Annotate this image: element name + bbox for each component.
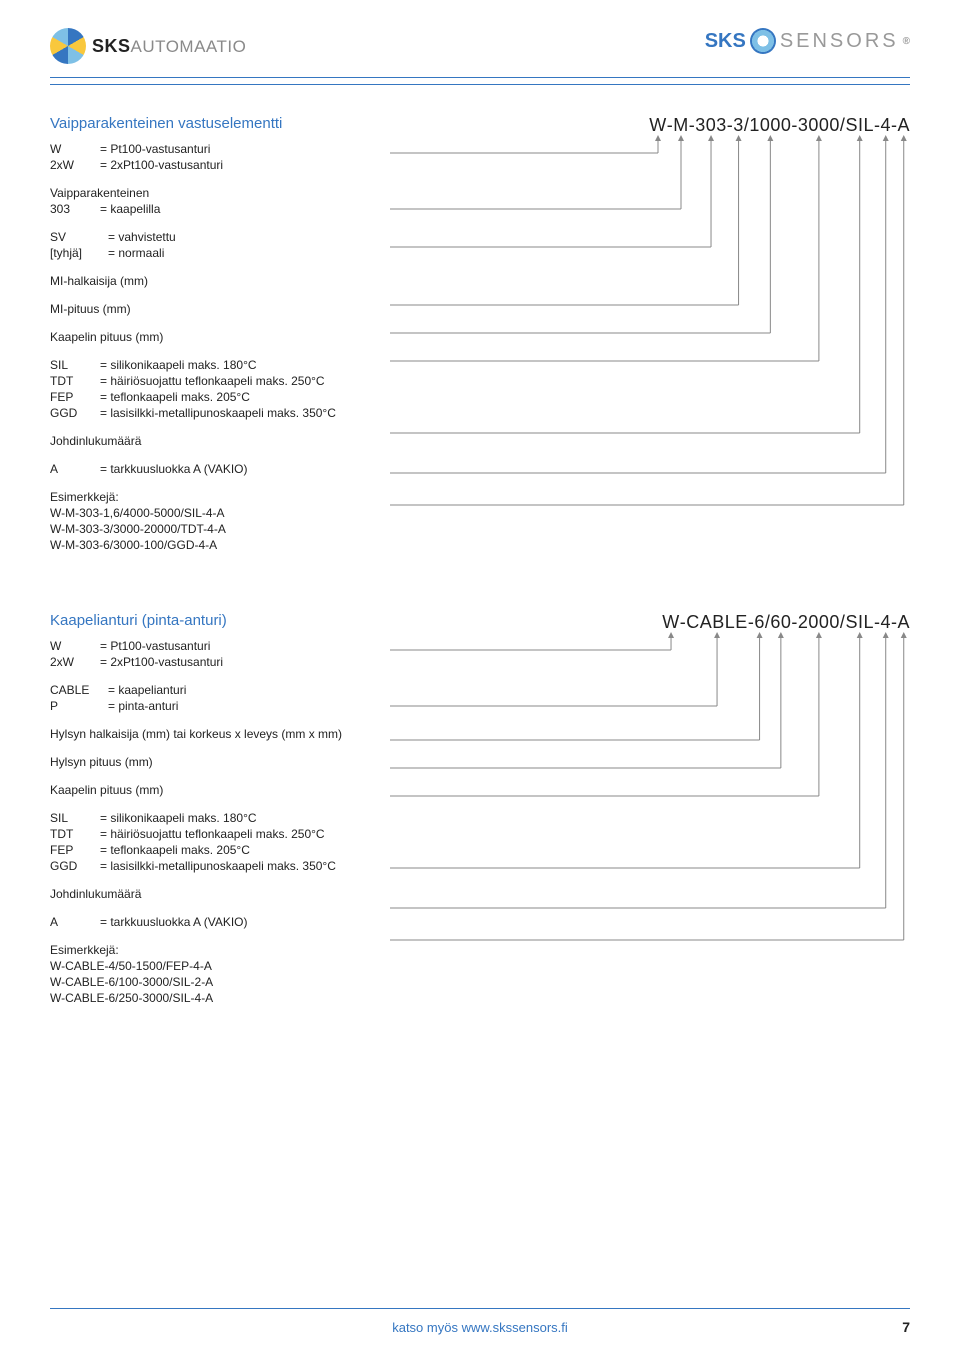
text: Kaapelin pituus (mm): [50, 783, 910, 797]
logo-right-thin: SENSORS: [780, 30, 899, 53]
value: = vahvistettu: [108, 230, 176, 244]
key-value-row: A = tarkkuusluokka A (VAKIO): [50, 915, 910, 929]
key: [tyhjä]: [50, 246, 90, 260]
key: GGD: [50, 406, 82, 420]
value: = Pt100-vastusanturi: [100, 639, 210, 653]
example-item: W-CABLE-4/50-1500/FEP-4-A: [50, 959, 910, 973]
footer-text: katso myös www.skssensors.fi: [0, 1320, 960, 1335]
value: = lasisilkki-metallipunoskaapeli maks. 3…: [100, 859, 336, 873]
logo-left-bold: SKS: [92, 36, 131, 57]
text: Hylsyn halkaisija (mm) tai korkeus x lev…: [50, 727, 910, 741]
text: MI-pituus (mm): [50, 302, 910, 316]
value: = lasisilkki-metallipunoskaapeli maks. 3…: [100, 406, 336, 420]
page-header: SKSAUTOMAATIO SKS SENSORS ®: [50, 28, 910, 78]
value: = häiriösuojattu teflonkaapeli maks. 250…: [100, 374, 325, 388]
key: TDT: [50, 827, 82, 841]
key: 2xW: [50, 158, 82, 172]
value: = normaali: [108, 246, 164, 260]
key-value-row: GGD = lasisilkki-metallipunoskaapeli maks…: [50, 406, 910, 420]
text: Johdinlukumäärä: [50, 887, 910, 901]
value: = 2xPt100-vastusanturi: [100, 158, 223, 172]
swirl-icon: [750, 28, 776, 54]
text: Johdinlukumäärä: [50, 434, 910, 448]
value: = kaapelilla: [100, 202, 160, 216]
examples-label: Esimerkkejä:: [50, 490, 910, 504]
value: = tarkkuusluokka A (VAKIO): [100, 915, 248, 929]
logo-left: SKSAUTOMAATIO: [50, 28, 246, 64]
key-value-row: CABLE = kaapelianturi: [50, 683, 910, 697]
key-value-row: 2xW = 2xPt100-vastusanturi: [50, 655, 910, 669]
footer-divider: [50, 1308, 910, 1309]
key: A: [50, 462, 82, 476]
example-item: W-CABLE-6/100-3000/SIL-2-A: [50, 975, 910, 989]
key: TDT: [50, 374, 82, 388]
swirl-icon: [50, 28, 86, 64]
code-string-2: W-CABLE-6/60-2000/SIL-4-A: [662, 612, 910, 633]
value: = teflonkaapeli maks. 205°C: [100, 390, 250, 404]
value: = häiriösuojattu teflonkaapeli maks. 250…: [100, 827, 325, 841]
value: = silikonikaapeli maks. 180°C: [100, 358, 257, 372]
key: 2xW: [50, 655, 82, 669]
section-2: W-CABLE-6/60-2000/SIL-4-A Kaapelianturi …: [50, 612, 910, 1005]
text: MI-halkaisija (mm): [50, 274, 910, 288]
key: SIL: [50, 811, 82, 825]
key-value-row: SIL = silikonikaapeli maks. 180°C: [50, 811, 910, 825]
key: A: [50, 915, 82, 929]
examples-label: Esimerkkejä:: [50, 943, 910, 957]
section-1: W-M-303-3/1000-3000/SIL-4-A Vaipparakent…: [50, 115, 910, 552]
example-item: W-M-303-1,6/4000-5000/SIL-4-A: [50, 506, 910, 520]
registered-icon: ®: [903, 36, 910, 47]
key-value-row: GGD = lasisilkki-metallipunoskaapeli maks…: [50, 859, 910, 873]
key: GGD: [50, 859, 82, 873]
value: = silikonikaapeli maks. 180°C: [100, 811, 257, 825]
key-value-row: SV = vahvistettu: [50, 230, 910, 244]
value: = Pt100-vastusanturi: [100, 142, 210, 156]
value: = tarkkuusluokka A (VAKIO): [100, 462, 248, 476]
key: W: [50, 142, 82, 156]
key: FEP: [50, 843, 82, 857]
code-string-1: W-M-303-3/1000-3000/SIL-4-A: [649, 115, 910, 136]
key: CABLE: [50, 683, 90, 697]
key: P: [50, 699, 90, 713]
key-value-row: 303 = kaapelilla: [50, 202, 910, 216]
example-item: W-CABLE-6/250-3000/SIL-4-A: [50, 991, 910, 1005]
logo-right: SKS SENSORS ®: [705, 28, 910, 54]
value: = 2xPt100-vastusanturi: [100, 655, 223, 669]
key-value-row: SIL = silikonikaapeli maks. 180°C: [50, 358, 910, 372]
text: Hylsyn pituus (mm): [50, 755, 910, 769]
value: = pinta-anturi: [108, 699, 178, 713]
logo-right-bold: SKS: [705, 30, 746, 53]
key: FEP: [50, 390, 82, 404]
key-value-row: [tyhjä] = normaali: [50, 246, 910, 260]
text: Kaapelin pituus (mm): [50, 330, 910, 344]
group-label: Vaipparakenteinen: [50, 186, 910, 200]
value: = teflonkaapeli maks. 205°C: [100, 843, 250, 857]
divider: [50, 84, 910, 85]
key-value-row: FEP = teflonkaapeli maks. 205°C: [50, 390, 910, 404]
key: W: [50, 639, 82, 653]
key: 303: [50, 202, 82, 216]
key-value-row: TDT = häiriösuojattu teflonkaapeli maks. …: [50, 374, 910, 388]
page-number: 7: [902, 1319, 910, 1335]
value: = kaapelianturi: [108, 683, 186, 697]
key: SIL: [50, 358, 82, 372]
key-value-row: TDT = häiriösuojattu teflonkaapeli maks. …: [50, 827, 910, 841]
key-value-row: 2xW = 2xPt100-vastusanturi: [50, 158, 910, 172]
key-value-row: W = Pt100-vastusanturi: [50, 639, 910, 653]
key-value-row: W = Pt100-vastusanturi: [50, 142, 910, 156]
key-value-row: A = tarkkuusluokka A (VAKIO): [50, 462, 910, 476]
key: SV: [50, 230, 90, 244]
example-item: W-M-303-6/3000-100/GGD-4-A: [50, 538, 910, 552]
logo-left-thin: AUTOMAATIO: [131, 37, 247, 57]
key-value-row: P = pinta-anturi: [50, 699, 910, 713]
key-value-row: FEP = teflonkaapeli maks. 205°C: [50, 843, 910, 857]
example-item: W-M-303-3/3000-20000/TDT-4-A: [50, 522, 910, 536]
